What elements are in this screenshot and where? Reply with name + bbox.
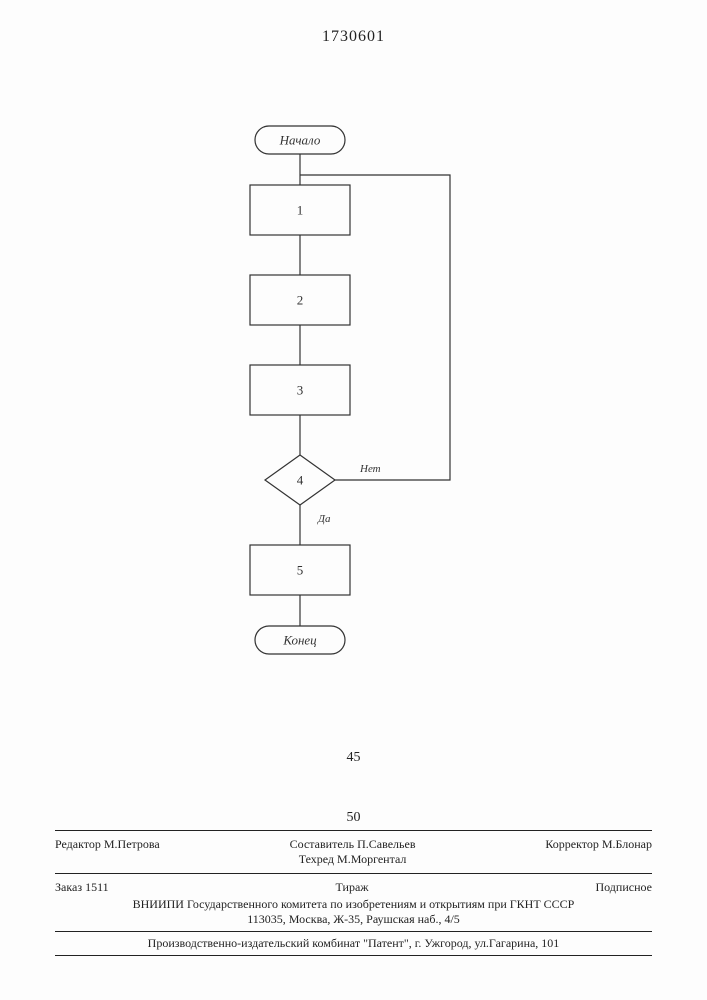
svg-text:5: 5 bbox=[297, 563, 304, 578]
svg-text:Конец: Конец bbox=[282, 633, 317, 648]
line-number-50: 50 bbox=[0, 810, 707, 826]
svg-text:Да: Да bbox=[317, 513, 331, 525]
corrector-cell: Корректор М.Блонар bbox=[545, 837, 652, 867]
svg-text:Нет: Нет bbox=[359, 463, 381, 475]
tirazh-cell: Тираж bbox=[336, 880, 369, 895]
order-cell: Заказ 1511 bbox=[55, 880, 109, 895]
svg-text:4: 4 bbox=[297, 473, 304, 488]
org-line2: 113035, Москва, Ж-35, Раушская наб., 4/5 bbox=[55, 912, 652, 927]
org-line1: ВНИИПИ Государственного комитета по изоб… bbox=[55, 897, 652, 912]
footer-block: Редактор М.Петрова Составитель П.Савелье… bbox=[55, 826, 652, 960]
editor-cell: Редактор М.Петрова bbox=[55, 837, 160, 867]
compiler-techred-cell: Составитель П.Савельев Техред М.Моргента… bbox=[290, 837, 416, 867]
svg-text:Начало: Начало bbox=[279, 133, 321, 148]
svg-text:3: 3 bbox=[297, 383, 304, 398]
svg-text:2: 2 bbox=[297, 293, 304, 308]
svg-text:1: 1 bbox=[297, 203, 304, 218]
subscription-cell: Подписное bbox=[595, 880, 652, 895]
printer-line: Производственно-издательский комбинат "П… bbox=[55, 936, 652, 951]
line-number-45: 45 bbox=[0, 750, 707, 766]
